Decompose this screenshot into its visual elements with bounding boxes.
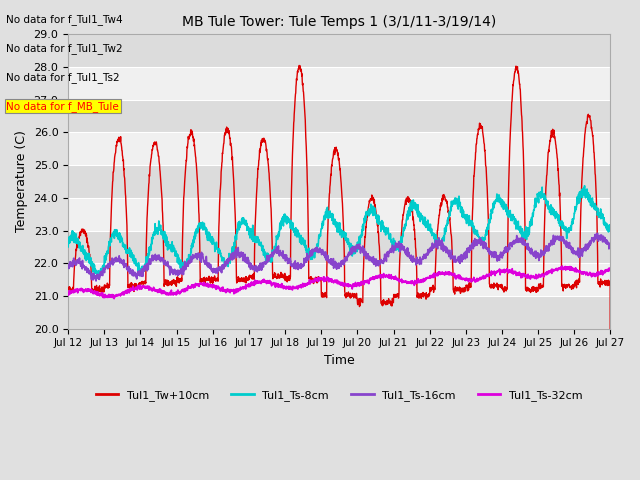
X-axis label: Time: Time <box>324 354 355 367</box>
Bar <box>68 100 611 132</box>
Text: No data for f_Tul1_Tw2: No data for f_Tul1_Tw2 <box>6 43 123 54</box>
Bar <box>68 296 611 329</box>
Y-axis label: Temperature (C): Temperature (C) <box>15 131 28 232</box>
Bar <box>68 35 611 67</box>
Bar <box>68 67 611 100</box>
Legend: Tul1_Tw+10cm, Tul1_Ts-8cm, Tul1_Ts-16cm, Tul1_Ts-32cm: Tul1_Tw+10cm, Tul1_Ts-8cm, Tul1_Ts-16cm,… <box>92 386 588 406</box>
Bar <box>68 198 611 230</box>
Bar <box>68 132 611 165</box>
Text: No data for f_MB_Tule: No data for f_MB_Tule <box>6 101 119 112</box>
Text: No data for f_Tul1_Ts2: No data for f_Tul1_Ts2 <box>6 72 120 83</box>
Bar <box>68 230 611 263</box>
Bar <box>68 263 611 296</box>
Bar <box>68 165 611 198</box>
Text: No data for f_Tul1_Tw4: No data for f_Tul1_Tw4 <box>6 14 123 25</box>
Title: MB Tule Tower: Tule Temps 1 (3/1/11-3/19/14): MB Tule Tower: Tule Temps 1 (3/1/11-3/19… <box>182 15 497 29</box>
